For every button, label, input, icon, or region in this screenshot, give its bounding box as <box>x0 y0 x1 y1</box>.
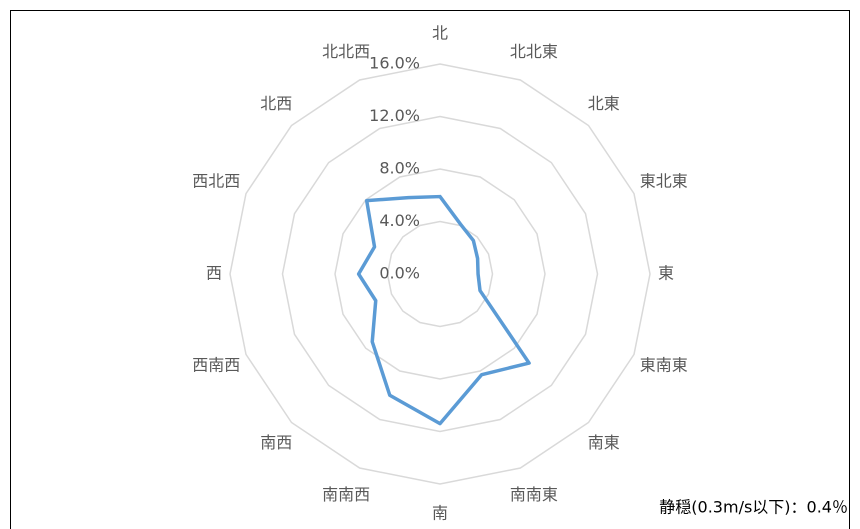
category-label: 北西 <box>260 94 292 113</box>
category-label: 南西 <box>260 433 292 452</box>
category-label: 南南西 <box>322 485 370 504</box>
category-label: 東南東 <box>640 355 688 374</box>
r-tick-label: 8.0% <box>379 159 420 178</box>
category-label: 北北西 <box>322 42 370 61</box>
annotation: 静穏(0.3m/s以下)：0.4％ <box>659 498 848 517</box>
category-label: 東 <box>658 264 674 283</box>
grid-ring <box>229 63 651 485</box>
series-line <box>356 194 531 426</box>
r-tick-label: 4.0% <box>379 211 420 230</box>
category-label: 南 <box>432 504 448 523</box>
r-tick-label: 16.0% <box>369 54 420 73</box>
r-tick-label: 12.0% <box>369 106 420 125</box>
category-label: 西北西 <box>192 172 240 191</box>
category-label: 東北東 <box>640 172 688 191</box>
category-label: 西南西 <box>192 355 240 374</box>
category-label: 西 <box>206 264 222 283</box>
grid-ring <box>386 220 494 328</box>
r-tick-label: 0.0% <box>379 264 420 283</box>
category-label: 北北東 <box>510 42 558 61</box>
category-label: 北 <box>432 24 448 43</box>
category-label: 北東 <box>588 94 620 113</box>
grid-ring <box>281 115 599 433</box>
chart-frame <box>10 10 850 529</box>
grid-ring <box>334 168 546 380</box>
category-label: 南東 <box>588 433 620 452</box>
category-label: 南南東 <box>510 485 558 504</box>
